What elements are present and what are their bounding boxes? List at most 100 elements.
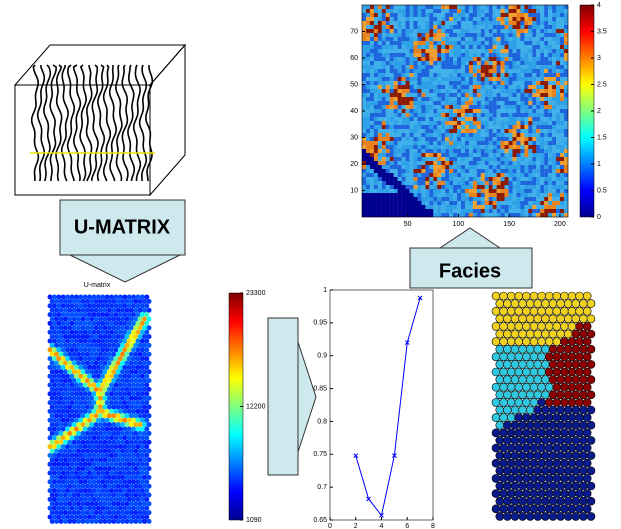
- facies-cell: [501, 213, 505, 217]
- hex-cell: [67, 484, 72, 489]
- facies-cell: [465, 13, 469, 17]
- hex-cell: [74, 356, 79, 361]
- hex-cell: [557, 330, 565, 338]
- facies-cell: [560, 189, 564, 193]
- facies-cell: [477, 49, 481, 53]
- hex-cell: [127, 303, 132, 308]
- hex-cell: [120, 387, 125, 392]
- facies-cell: [370, 161, 374, 165]
- facies-cell: [481, 177, 485, 181]
- facies-cell: [489, 61, 493, 65]
- facies-cell: [453, 5, 457, 9]
- hex-cell: [48, 453, 53, 458]
- facies-cell: [410, 33, 414, 37]
- hex-cell: [511, 452, 519, 460]
- hex-cell: [127, 400, 132, 405]
- hex-cell: [56, 339, 61, 344]
- facies-cell: [425, 161, 429, 165]
- facies-cell: [449, 69, 453, 73]
- facies-cell: [528, 93, 532, 97]
- facies-cell: [394, 137, 398, 141]
- facies-cell: [473, 17, 477, 21]
- hex-cell: [545, 414, 553, 422]
- hex-cell: [511, 482, 519, 490]
- facies-cell: [453, 73, 457, 77]
- facies-cell: [429, 97, 433, 101]
- facies-cell: [528, 81, 532, 85]
- facies-cell: [445, 133, 449, 137]
- hex-cell: [515, 322, 523, 330]
- hex-cell: [526, 467, 534, 475]
- hex-cell: [515, 429, 523, 437]
- hex-cell: [61, 383, 66, 388]
- hex-cell: [107, 440, 112, 445]
- hex-cell: [549, 482, 557, 490]
- facies-cell: [505, 157, 509, 161]
- facies-cell: [374, 77, 378, 81]
- hex-cell: [519, 497, 527, 505]
- hex-cell: [54, 308, 59, 313]
- facies-cell: [524, 89, 528, 93]
- hex-cell: [74, 515, 79, 520]
- hex-cell: [127, 347, 132, 352]
- facies-cell: [410, 177, 414, 181]
- facies-cell: [445, 157, 449, 161]
- facies-cell: [402, 9, 406, 13]
- facies-cell: [461, 9, 465, 13]
- hex-cell: [96, 347, 101, 352]
- facies-cell: [445, 93, 449, 97]
- facies-cell: [457, 101, 461, 105]
- facies-cell: [398, 189, 402, 193]
- hex-cell: [572, 421, 580, 429]
- facies-cell: [485, 205, 489, 209]
- hex-cell: [63, 378, 68, 383]
- facies-cell: [398, 45, 402, 49]
- facies-cell: [441, 189, 445, 193]
- facies-cell: [532, 13, 536, 17]
- facies-cell: [406, 29, 410, 33]
- hex-cell: [140, 435, 145, 440]
- hex-cell: [519, 421, 527, 429]
- facies-cell: [370, 169, 374, 173]
- facies-cell: [425, 93, 429, 97]
- hex-cell: [89, 501, 94, 506]
- hex-cell: [98, 440, 103, 445]
- facies-cell: [386, 109, 390, 113]
- hex-cell: [545, 292, 553, 300]
- facies-cell: [413, 129, 417, 133]
- hex-cell: [87, 365, 92, 370]
- facies-cell: [489, 21, 493, 25]
- facies-cell: [449, 193, 453, 197]
- hex-cell: [61, 295, 66, 300]
- facies-cell: [417, 205, 421, 209]
- facies-cell: [469, 25, 473, 29]
- hex-cell: [74, 330, 79, 335]
- hex-cell: [507, 353, 515, 361]
- facies-cell: [398, 181, 402, 185]
- facies-cell: [453, 153, 457, 157]
- facies-cell: [520, 57, 524, 61]
- hex-cell: [67, 449, 72, 454]
- facies-cell: [552, 141, 556, 145]
- hex-cell: [127, 295, 132, 300]
- facies-cell: [532, 193, 536, 197]
- facies-cell: [406, 161, 410, 165]
- facies-cell: [540, 41, 544, 45]
- hex-cell: [48, 330, 53, 335]
- hex-cell: [83, 488, 88, 493]
- facies-cell: [497, 21, 501, 25]
- facies-cell: [560, 9, 564, 13]
- facies-cell: [390, 61, 394, 65]
- facies-cell: [516, 57, 520, 61]
- hex-cell: [576, 490, 584, 498]
- facies-cell: [417, 33, 421, 37]
- hex-cell: [144, 330, 149, 335]
- hex-cell: [94, 317, 99, 322]
- hex-cell: [63, 457, 68, 462]
- hex-cell: [583, 383, 591, 391]
- facies-cell: [386, 85, 390, 89]
- facies-cell: [465, 121, 469, 125]
- facies-cell: [552, 97, 556, 101]
- hex-cell: [114, 391, 119, 396]
- hex-cell: [54, 334, 59, 339]
